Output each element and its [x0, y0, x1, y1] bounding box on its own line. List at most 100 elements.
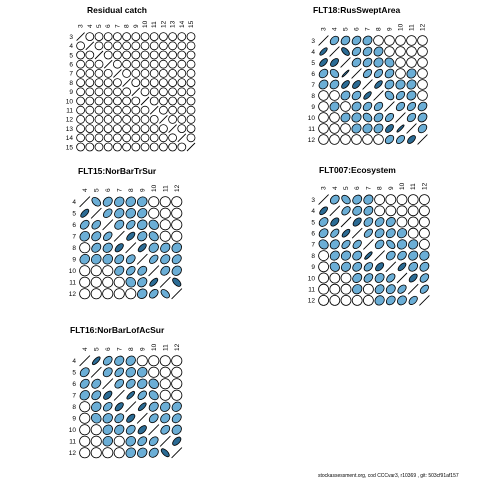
row-label: 12: [69, 450, 77, 457]
correlation-ellipse: [79, 230, 91, 242]
correlation-ellipse: [171, 207, 183, 219]
column-label: 7: [365, 27, 372, 31]
row-label: 9: [72, 257, 76, 264]
correlation-ellipse: [102, 413, 113, 424]
correlation-ellipse: [131, 32, 141, 41]
correlation-ellipse: [186, 87, 196, 97]
correlation-ellipse: [94, 142, 104, 152]
correlation-ellipse: [395, 57, 406, 68]
column-label: 11: [162, 185, 169, 192]
correlation-ellipse: [149, 78, 159, 87]
correlation-ellipse: [406, 57, 417, 68]
correlation-ellipse: [351, 46, 362, 57]
correlation-ellipse: [351, 134, 362, 145]
correlation-ellipse: [329, 239, 340, 250]
correlation-ellipse: [137, 243, 147, 253]
correlation-ellipse: [114, 243, 124, 253]
correlation-ellipse: [177, 59, 187, 69]
correlation-ellipse: [186, 78, 196, 87]
correlation-ellipse: [341, 194, 351, 205]
correlation-ellipse: [131, 41, 141, 51]
correlation-ellipse: [385, 194, 397, 206]
correlation-ellipse: [186, 59, 196, 69]
correlation-ellipse: [351, 101, 362, 112]
column-label: 8: [128, 188, 135, 192]
panel-5: FLT16:NorBarLofAcSur44556677889910101111…: [69, 325, 183, 459]
correlation-ellipse: [94, 32, 104, 41]
panel-4: FLT007:Ecosystem334455667788991010111112…: [308, 165, 430, 306]
correlation-ellipse: [384, 35, 395, 46]
column-label: 7: [114, 24, 121, 28]
panel-3: FLT15:NorBarTrSur44556677889910101111121…: [69, 166, 183, 300]
correlation-ellipse: [318, 123, 329, 134]
correlation-ellipse: [103, 133, 113, 143]
correlation-ellipse: [94, 124, 104, 134]
correlation-ellipse: [125, 265, 136, 276]
correlation-ellipse: [149, 32, 159, 41]
correlation-ellipse: [148, 196, 160, 208]
row-label: 5: [72, 370, 76, 377]
correlation-ellipse: [102, 265, 114, 277]
correlation-ellipse: [160, 401, 171, 412]
correlation-ellipse: [329, 79, 340, 90]
correlation-ellipse: [148, 207, 160, 219]
correlation-ellipse: [158, 133, 168, 143]
correlation-ellipse: [122, 133, 131, 143]
correlation-ellipse: [318, 294, 330, 306]
correlation-ellipse: [103, 96, 113, 106]
correlation-ellipse: [352, 284, 363, 295]
correlation-ellipse: [94, 87, 104, 97]
diagonal-mark: [90, 366, 102, 378]
correlation-ellipse: [113, 124, 122, 134]
diagonal-mark: [385, 261, 397, 273]
correlation-ellipse: [90, 276, 102, 288]
row-label: 8: [72, 245, 76, 252]
correlation-ellipse: [158, 142, 168, 152]
column-label: 9: [387, 27, 394, 31]
correlation-ellipse: [79, 367, 90, 378]
diagonal-mark: [148, 424, 160, 436]
correlation-ellipse: [318, 79, 329, 90]
correlation-ellipse: [172, 436, 182, 446]
correlation-ellipse: [131, 50, 141, 60]
correlation-ellipse: [113, 50, 122, 60]
row-label: 15: [66, 144, 74, 151]
correlation-ellipse: [351, 35, 362, 46]
correlation-ellipse: [373, 101, 384, 112]
column-label: 9: [139, 188, 146, 192]
correlation-ellipse: [160, 242, 171, 253]
correlation-ellipse: [418, 194, 430, 206]
correlation-ellipse: [91, 356, 101, 366]
panel-1: Residual catch33445566778899101011111212…: [66, 5, 196, 152]
correlation-ellipse: [319, 206, 328, 216]
correlation-ellipse: [177, 142, 187, 152]
correlation-ellipse: [160, 413, 171, 424]
correlation-ellipse: [396, 216, 408, 228]
correlation-ellipse: [85, 59, 95, 69]
correlation-ellipse: [177, 69, 187, 78]
correlation-ellipse: [171, 378, 183, 390]
diagonal-mark: [102, 219, 114, 231]
correlation-ellipse: [137, 436, 148, 447]
row-label: 12: [66, 117, 74, 124]
correlation-ellipse: [374, 217, 385, 227]
correlation-ellipse: [114, 208, 125, 219]
correlation-ellipse: [79, 253, 91, 265]
correlation-ellipse: [318, 112, 329, 123]
correlation-ellipse: [122, 96, 131, 106]
correlation-ellipse: [351, 57, 362, 68]
correlation-ellipse: [318, 250, 330, 262]
correlation-ellipse: [395, 35, 406, 46]
correlation-ellipse: [417, 68, 428, 79]
correlation-ellipse: [419, 261, 430, 272]
correlation-ellipse: [406, 112, 417, 123]
correlation-ellipse: [79, 378, 90, 389]
correlation-ellipse: [177, 96, 187, 106]
correlation-ellipse: [148, 413, 159, 424]
correlation-ellipse: [417, 46, 428, 57]
row-label: 11: [69, 439, 76, 446]
correlation-ellipse: [171, 366, 183, 378]
row-label: 11: [308, 126, 315, 133]
column-label: 3: [78, 24, 85, 28]
correlation-ellipse: [113, 32, 122, 41]
